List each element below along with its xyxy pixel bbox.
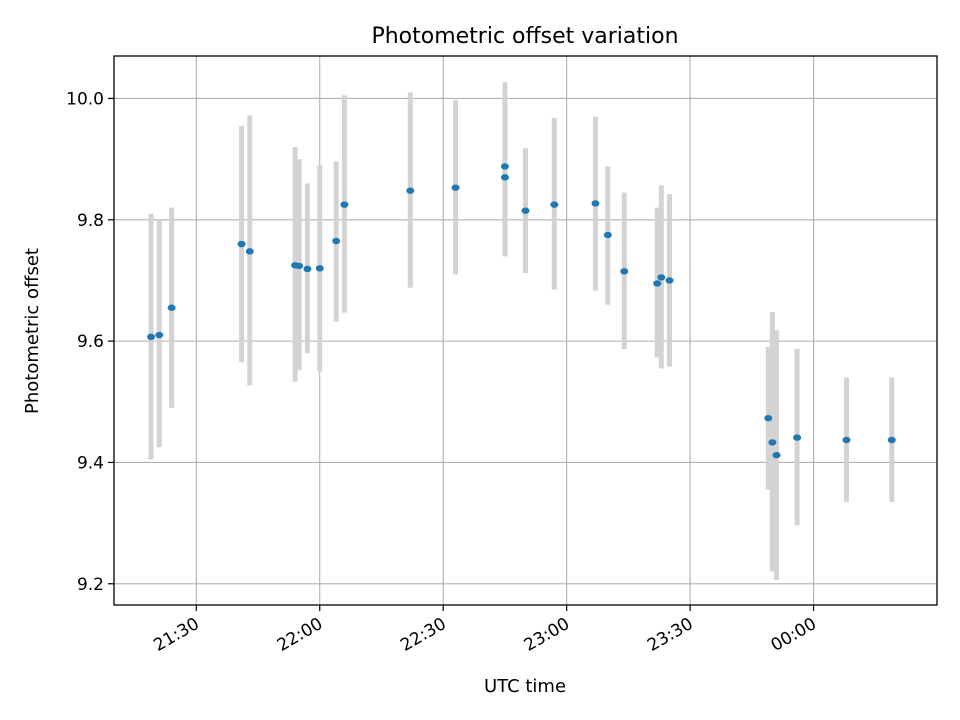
data-point [657, 274, 666, 281]
data-point [772, 451, 781, 459]
data-point [245, 248, 254, 255]
data-point [887, 436, 896, 444]
data-point [793, 434, 802, 441]
plot-frame [113, 55, 938, 606]
data-point [147, 333, 156, 341]
data-point [332, 237, 341, 245]
y-axis-ticks: 9.2 9.4 9.6 9.8 10.0 [66, 89, 114, 595]
data-point [303, 265, 312, 273]
data-point [665, 277, 674, 284]
data-point [237, 240, 246, 248]
data-point [550, 201, 559, 208]
y-tick-label: 9.4 [77, 453, 104, 473]
chart-title: Photometric offset variation [371, 24, 678, 49]
data-point [500, 174, 509, 181]
data-point [295, 262, 304, 270]
x-axis-label: UTC time [484, 676, 566, 697]
data-point [842, 436, 851, 444]
data-point [340, 201, 349, 208]
y-tick-label: 10.0 [66, 89, 104, 109]
data-point [603, 231, 612, 239]
data-point [315, 265, 324, 272]
data-point [591, 200, 600, 207]
data-point [155, 331, 164, 339]
y-tick-label: 9.8 [77, 211, 104, 231]
data-point [521, 207, 530, 214]
data-point [451, 184, 460, 191]
y-tick-label: 9.2 [77, 575, 104, 595]
data-point [764, 414, 773, 422]
data-point [406, 187, 415, 194]
data-point [167, 304, 176, 311]
data-point [653, 280, 662, 287]
x-grid [195, 56, 815, 605]
data-point [768, 439, 777, 446]
y-tick-label: 9.6 [77, 332, 104, 352]
data-point [500, 163, 509, 170]
data-points [147, 163, 896, 459]
y-axis-label: Photometric offset [22, 248, 43, 414]
data-point [620, 268, 629, 275]
